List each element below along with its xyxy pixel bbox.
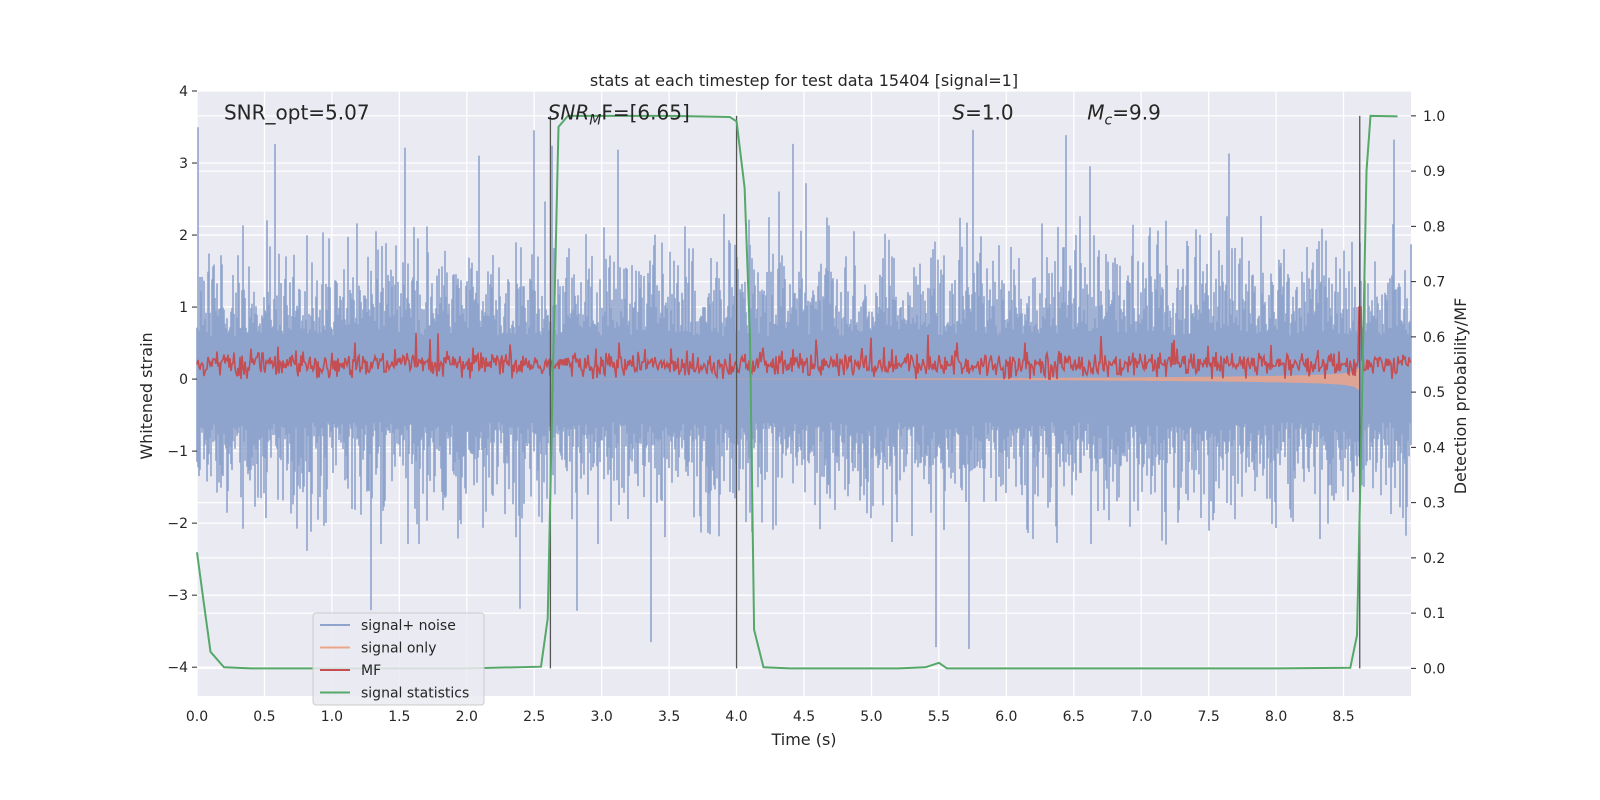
y-tick-label: 2 [179, 228, 188, 244]
annotation-text: SNR_opt=5.07 [224, 101, 370, 125]
y2-tick-label: 1.0 [1423, 109, 1445, 125]
annotations: SNR_opt=5.07 SNRMF=[6.65] S=1.0 Mc=9.9 [224, 101, 1161, 129]
series-signal-only [568, 367, 1360, 391]
legend-label: signal statistics [361, 686, 469, 702]
y2-tick-label: 0.5 [1423, 385, 1445, 401]
y-tick-label: −3 [167, 588, 188, 604]
annotation-text: Mc=9.9 [1087, 101, 1161, 129]
x-tick-label: 3.0 [591, 709, 613, 725]
y-tick-label: 0 [179, 372, 188, 388]
legend-label: MF [361, 663, 381, 679]
y-axis-label: Whitened strain [137, 332, 156, 459]
x-tick-label: 5.0 [860, 709, 882, 725]
y-tick-label: 4 [179, 84, 188, 100]
y-axis-right: 1.0 0.9 0.8 0.7 0.6 0.5 0.4 0.3 0.2 0.1 0.0 [1411, 109, 1445, 677]
x-tick-label: 8.5 [1332, 709, 1354, 725]
x-tick-label: 2.0 [456, 709, 478, 725]
x-tick-label: 0.0 [186, 709, 208, 725]
y-tick-label: −1 [167, 444, 188, 460]
x-tick-label: 6.5 [1063, 709, 1085, 725]
y-tick-label: −4 [167, 660, 188, 676]
y-tick-label: −2 [167, 516, 188, 532]
x-tick-label: 7.0 [1130, 709, 1152, 725]
y2-tick-label: 0.0 [1423, 661, 1445, 677]
y-tick-label: 3 [179, 156, 188, 172]
x-tick-label: 1.0 [321, 709, 343, 725]
x-tick-label: 3.5 [658, 709, 680, 725]
x-tick-label: 0.5 [253, 709, 275, 725]
annotation-text: SNRMF=[6.65] [548, 101, 690, 129]
chart-title: stats at each timestep for test data 154… [590, 71, 1018, 90]
y2-tick-label: 0.6 [1423, 330, 1445, 346]
y2-axis-label: Detection probability/MF [1451, 298, 1470, 495]
y2-tick-label: 0.3 [1423, 496, 1445, 512]
series-mf [196, 306, 1412, 380]
x-tick-label: 6.0 [995, 709, 1017, 725]
signal-only-line [568, 367, 1360, 391]
x-axis: 0.0 0.5 1.0 1.5 2.0 2.5 3.0 3.5 4.0 4.5 5.0 5.5 6.0 6… [186, 709, 1355, 725]
x-tick-label: 4.5 [793, 709, 815, 725]
y2-tick-label: 0.2 [1423, 551, 1445, 567]
y2-tick-label: 0.4 [1423, 440, 1445, 456]
y2-tick-label: 0.7 [1423, 275, 1445, 291]
x-axis-label: Time (s) [770, 730, 836, 749]
y-axis-left: 4 3 2 1 0 −1 −2 −3 −4 [167, 84, 197, 676]
legend: signal+ noise signal only MF signal statist… [312, 612, 485, 706]
annotation-text: S=1.0 [952, 101, 1013, 125]
legend-label: signal only [361, 641, 436, 657]
data-layer [196, 114, 1412, 670]
legend-label: signal+ noise [361, 618, 456, 634]
x-tick-label: 1.5 [388, 709, 410, 725]
y-tick-label: 1 [179, 300, 188, 316]
x-tick-label: 8.0 [1265, 709, 1287, 725]
legend-box [312, 612, 485, 706]
mf-line [196, 306, 1412, 380]
y2-tick-label: 0.9 [1423, 164, 1445, 180]
y2-tick-label: 0.8 [1423, 219, 1445, 235]
x-tick-label: 5.5 [928, 709, 950, 725]
y2-tick-label: 0.1 [1423, 606, 1445, 622]
x-tick-label: 4.0 [725, 709, 747, 725]
x-tick-label: 2.5 [523, 709, 545, 725]
x-tick-label: 7.5 [1198, 709, 1220, 725]
